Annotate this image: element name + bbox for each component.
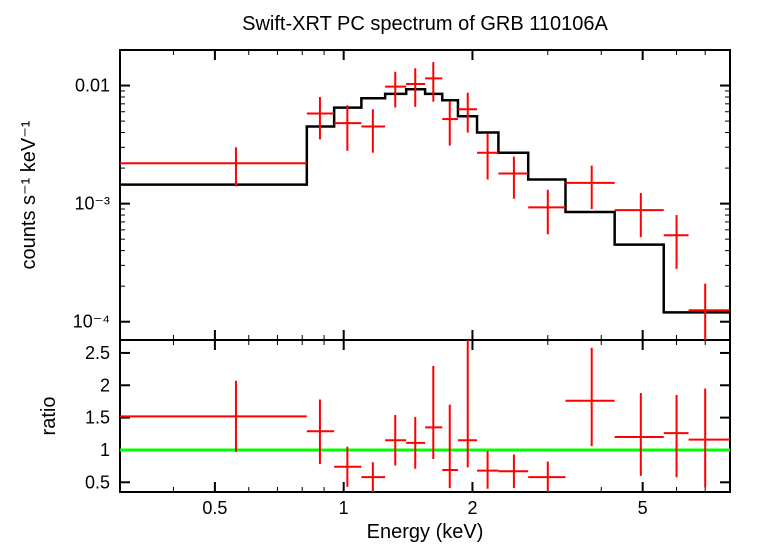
ytick-label-top: 10⁻⁴ <box>73 312 110 332</box>
ytick-label-bottom: 0.5 <box>85 472 110 492</box>
ytick-label-bottom: 2.5 <box>85 343 110 363</box>
top-plot-group <box>120 62 730 352</box>
xtick-label: 0.5 <box>202 498 227 518</box>
ytick-label-bottom: 1.5 <box>85 408 110 428</box>
xtick-label: 2 <box>467 498 477 518</box>
bottom-plot-group <box>120 340 730 493</box>
ylabel-bottom: ratio <box>38 397 60 436</box>
ytick-label-top: 0.01 <box>75 76 110 96</box>
chart-container: Swift-XRT PC spectrum of GRB 110106A 0.5 1… <box>0 0 758 556</box>
chart-title: Swift-XRT PC spectrum of GRB 110106A <box>242 13 608 35</box>
xtick-label: 5 <box>638 498 648 518</box>
ytick-label-top: 10⁻³ <box>74 194 110 214</box>
ytick-label-bottom: 2 <box>100 375 110 395</box>
model-line <box>120 89 730 312</box>
ytick-label-bottom: 1 <box>100 440 110 460</box>
xtick-label: 1 <box>339 498 349 518</box>
ylabel-top: counts s⁻¹ keV⁻¹ <box>18 120 40 269</box>
spectrum-chart: Swift-XRT PC spectrum of GRB 110106A 0.5 1… <box>0 0 758 556</box>
xlabel: Energy (keV) <box>367 521 484 543</box>
